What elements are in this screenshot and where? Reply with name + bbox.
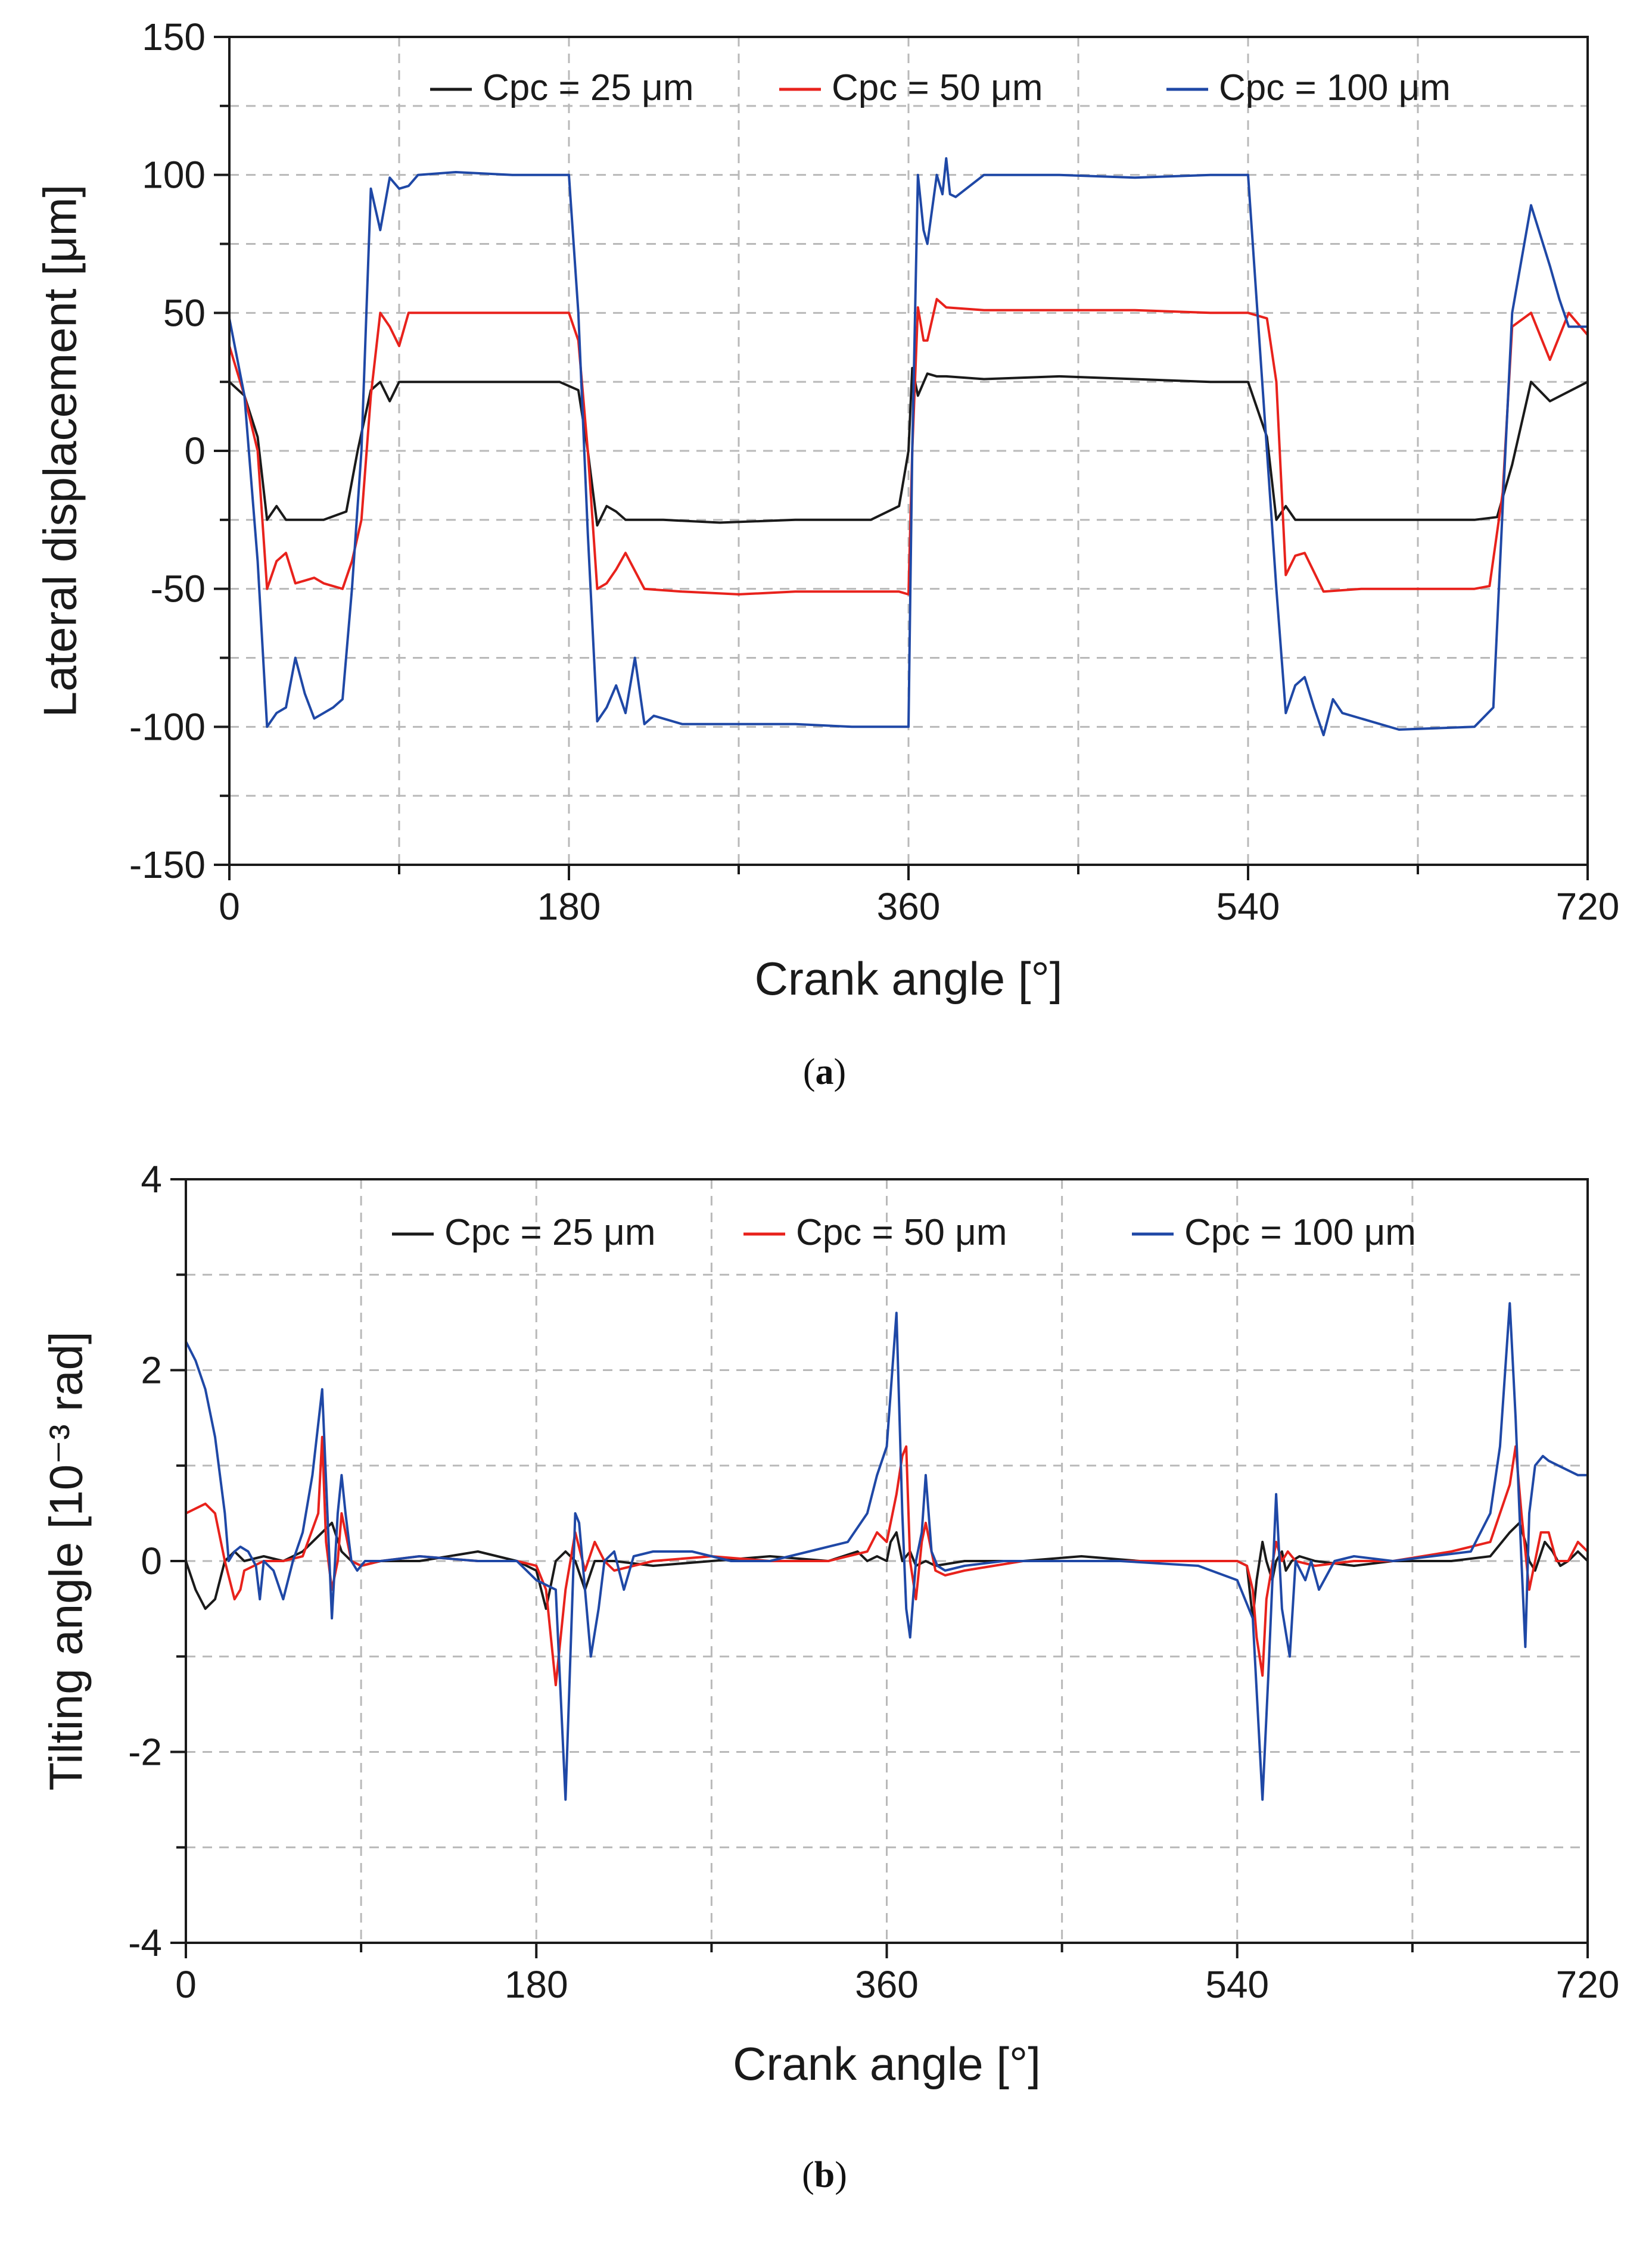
- x-tick-label: 360: [877, 885, 941, 928]
- panel-b-tilting-angle: 0 180 360 540 720 -4 -2 0 2 4 Cpc = 25 μm Cpc = 50…: [39, 1158, 1619, 2195]
- legend-label: Cpc = 25 μm: [444, 1212, 655, 1253]
- series-line: [228, 298, 1589, 596]
- y-tick-label: 0: [141, 1540, 162, 1582]
- y-tick-label: 4: [141, 1158, 162, 1201]
- panel-a-lateral-displacement: 0 180 360 540 720 -150 -100 -50 0 50 100 150 Cpc = …: [33, 15, 1619, 1092]
- y-tick-label: 2: [141, 1349, 162, 1392]
- x-tick-label: 360: [855, 1963, 919, 2006]
- legend-label: Cpc = 100 μm: [1184, 1212, 1416, 1253]
- x-tick-label: 540: [1216, 885, 1280, 928]
- legend-label: Cpc = 100 μm: [1219, 67, 1451, 108]
- x-tick-label: 720: [1556, 885, 1620, 928]
- legend-label: Cpc = 25 μm: [483, 67, 693, 108]
- ticks: 0 180 360 540 720 -150 -100 -50 0 50 100 150: [129, 15, 1619, 928]
- ticks: 0 180 360 540 720 -4 -2 0 2 4: [128, 1158, 1619, 2006]
- panel-caption-label: b: [814, 2155, 835, 2195]
- y-tick-label: -150: [129, 843, 206, 886]
- series-layer: [185, 1302, 1589, 1801]
- series-line: [228, 157, 1588, 737]
- series-line: [185, 1435, 1589, 1687]
- series-layer: [228, 157, 1589, 737]
- x-tick-label: 0: [175, 1963, 197, 2006]
- panel-caption-label: a: [816, 1052, 834, 1092]
- legend: Cpc = 25 μm Cpc = 50 μm Cpc = 100 μm: [392, 1212, 1416, 1253]
- y-tick-label: 100: [142, 154, 206, 197]
- y-axis-title: Tilting angle [10⁻³ rad]: [39, 1331, 92, 1790]
- legend: Cpc = 25 μm Cpc = 50 μm Cpc = 100 μm: [430, 67, 1451, 108]
- y-tick-label: 50: [163, 291, 206, 334]
- y-axis-title: Lateral displacement [μm]: [33, 185, 86, 718]
- y-tick-label: -2: [128, 1731, 162, 1774]
- x-tick-label: 720: [1556, 1963, 1620, 2006]
- y-tick-label: -4: [128, 1921, 162, 1964]
- x-tick-label: 540: [1205, 1963, 1269, 2006]
- x-tick-label: 180: [537, 885, 601, 928]
- x-tick-label: 180: [505, 1963, 568, 2006]
- y-tick-label: 150: [142, 15, 206, 58]
- y-tick-label: -100: [129, 705, 206, 748]
- x-tick-label: 0: [219, 885, 240, 928]
- panel-caption: (b): [802, 2155, 847, 2195]
- panel-caption: (a): [803, 1052, 846, 1092]
- x-axis-title: Crank angle [°]: [733, 2038, 1041, 2090]
- y-tick-label: 0: [184, 429, 206, 472]
- legend-label: Cpc = 50 μm: [796, 1212, 1007, 1253]
- series-line: [185, 1302, 1588, 1801]
- legend-label: Cpc = 50 μm: [832, 67, 1043, 108]
- grid: [229, 37, 1588, 865]
- series-line: [228, 367, 1588, 527]
- y-tick-label: -50: [151, 568, 206, 610]
- series-line: [185, 1521, 1589, 1620]
- x-axis-title: Crank angle [°]: [755, 952, 1063, 1005]
